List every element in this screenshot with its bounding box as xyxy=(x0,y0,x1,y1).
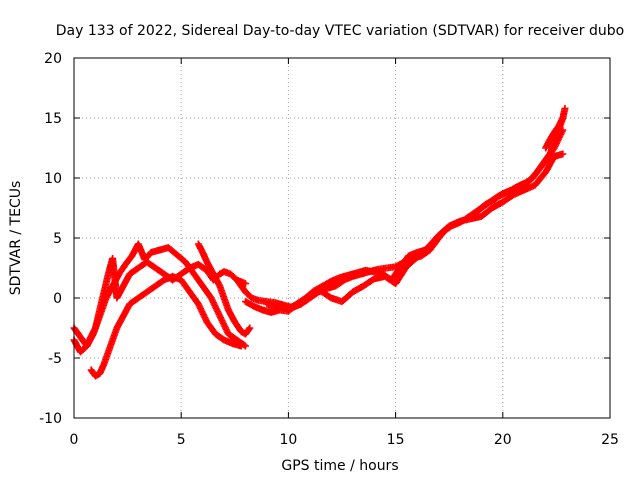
y-tick-label: 20 xyxy=(44,51,62,67)
data-point xyxy=(237,342,245,350)
series-7 xyxy=(542,104,569,152)
y-tick-label: 0 xyxy=(53,291,62,307)
data-point xyxy=(559,126,567,134)
y-tick-label: -10 xyxy=(39,411,62,427)
data-point xyxy=(561,104,569,112)
series-6 xyxy=(263,150,567,313)
plot-frame xyxy=(73,57,611,419)
y-tick-label: 15 xyxy=(44,111,62,127)
axis-ticks: 0 5 10 15 20 25 -10 -5 0 5 10 15 20 xyxy=(39,51,619,448)
x-tick-label: 0 xyxy=(70,432,79,448)
x-tick-label: 10 xyxy=(279,432,297,448)
y-tick-label: 5 xyxy=(53,231,62,247)
data-point xyxy=(245,325,253,333)
series-3 xyxy=(194,240,254,338)
data-point xyxy=(242,280,250,288)
x-tick-label: 15 xyxy=(387,432,405,448)
data-point xyxy=(559,150,567,158)
x-tick-label: 5 xyxy=(177,432,186,448)
x-tick-label: 20 xyxy=(494,432,512,448)
data-points xyxy=(70,104,569,380)
series-2 xyxy=(87,272,245,380)
y-tick-label: -5 xyxy=(48,351,62,367)
y-axis-label: SDTVAR / TECUs xyxy=(8,181,24,296)
series-5 xyxy=(242,126,567,316)
grid-lines xyxy=(74,58,610,418)
y-tick-label: 10 xyxy=(44,171,62,187)
x-tick-label: 25 xyxy=(601,432,619,448)
chart-title: Day 133 of 2022, Sidereal Day-to-day VTE… xyxy=(56,23,624,39)
x-axis-label: GPS time / hours xyxy=(281,458,398,474)
data-point xyxy=(246,324,254,332)
